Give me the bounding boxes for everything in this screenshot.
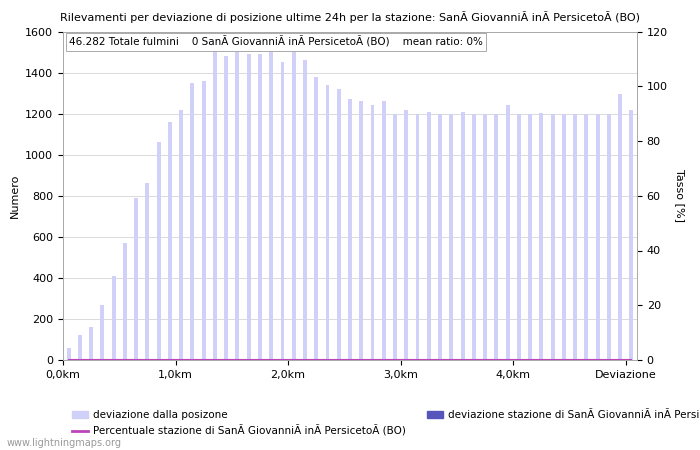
Y-axis label: Tasso [%]: Tasso [%]: [675, 169, 685, 222]
Bar: [134, 198, 138, 360]
Bar: [405, 109, 408, 360]
Bar: [224, 56, 228, 360]
Bar: [270, 50, 273, 360]
Bar: [303, 60, 307, 360]
Bar: [202, 81, 206, 360]
Bar: [246, 54, 251, 360]
Bar: [573, 113, 577, 360]
Bar: [517, 113, 521, 360]
Bar: [596, 113, 600, 360]
Bar: [146, 184, 149, 360]
Bar: [562, 113, 566, 360]
Bar: [348, 99, 352, 360]
Bar: [66, 348, 71, 360]
Bar: [100, 305, 104, 360]
Bar: [112, 276, 116, 360]
Bar: [438, 113, 442, 360]
Bar: [281, 62, 284, 360]
Bar: [449, 113, 454, 360]
Bar: [190, 83, 195, 360]
Bar: [157, 142, 160, 360]
Bar: [123, 243, 127, 360]
Bar: [461, 112, 465, 360]
Y-axis label: Numero: Numero: [10, 174, 20, 218]
Bar: [359, 101, 363, 360]
Bar: [337, 89, 341, 360]
Bar: [629, 109, 634, 360]
Bar: [551, 113, 554, 360]
Bar: [370, 105, 374, 360]
Bar: [89, 327, 93, 360]
Bar: [382, 101, 386, 360]
Text: www.lightningmaps.org: www.lightningmaps.org: [7, 438, 122, 448]
Bar: [235, 52, 239, 360]
Bar: [618, 94, 622, 360]
Legend: deviazione dalla posizone, Percentuale stazione di SanÃ GiovanniÃ inÃ PersicetoÃ: deviazione dalla posizone, Percentuale s…: [68, 405, 700, 441]
Bar: [528, 113, 532, 360]
Bar: [314, 76, 318, 360]
Bar: [607, 113, 611, 360]
Bar: [472, 113, 476, 360]
Bar: [494, 113, 498, 360]
Bar: [168, 122, 172, 360]
Bar: [213, 52, 217, 360]
Bar: [584, 113, 588, 360]
Bar: [393, 113, 397, 360]
Text: Rilevamenti per deviazione di posizione ultime 24h per la stazione: SanÃ Giovann: Rilevamenti per deviazione di posizione …: [60, 11, 640, 23]
Bar: [292, 52, 295, 360]
Bar: [483, 113, 487, 360]
Bar: [540, 112, 543, 360]
Bar: [505, 105, 510, 360]
Bar: [326, 85, 330, 360]
Bar: [427, 112, 430, 360]
Bar: [78, 335, 82, 360]
Bar: [258, 54, 262, 360]
Bar: [179, 109, 183, 360]
Bar: [416, 113, 419, 360]
Text: 46.282 Totale fulmini    0 SanÃ GiovanniÃ inÃ PersicetoÃ (BO)    mean ratio: 0%: 46.282 Totale fulmini 0 SanÃ GiovanniÃ i…: [69, 36, 482, 48]
